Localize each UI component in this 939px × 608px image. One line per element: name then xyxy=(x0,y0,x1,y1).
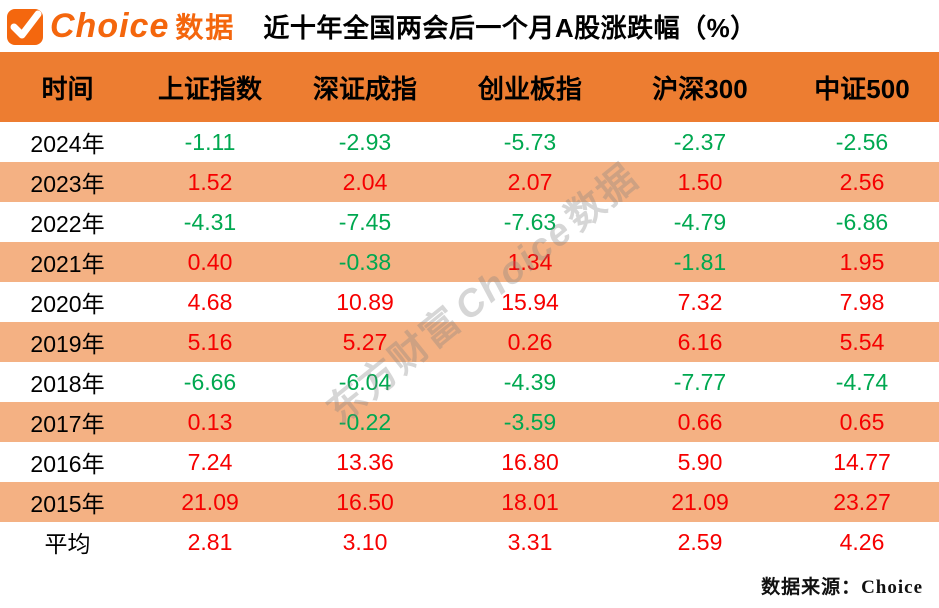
value-cell: 2.56 xyxy=(839,168,885,195)
value-cell: 2.59 xyxy=(677,528,723,555)
table-row: 2024年 -1.11 -2.93 -5.73 -2.37 -2.56 xyxy=(0,122,939,162)
table-row: 平均 2.81 3.10 3.31 2.59 4.26 xyxy=(0,522,939,562)
table-row: 2015年 21.09 16.50 18.01 21.09 23.27 xyxy=(0,482,939,522)
value-cell: 21.09 xyxy=(671,488,729,515)
value-cell: 23.27 xyxy=(833,488,891,515)
value-cell: 4.68 xyxy=(187,288,233,315)
value-cell: 5.54 xyxy=(839,328,885,355)
year-cell: 2024年 xyxy=(30,131,105,157)
value-cell: -6.04 xyxy=(338,368,392,395)
header-cell-2: 深证成指 xyxy=(312,73,417,104)
data-source-note: 数据来源：Choice xyxy=(761,577,923,598)
brand-name: Choice xyxy=(50,6,170,45)
brand-suffix: 数据 xyxy=(175,12,236,43)
value-cell: -7.45 xyxy=(338,208,392,235)
value-cell: 15.94 xyxy=(501,288,559,315)
year-cell: 2021年 xyxy=(30,251,105,277)
value-cell: 0.26 xyxy=(507,328,553,355)
value-cell: -4.31 xyxy=(183,208,237,235)
value-cell: -2.37 xyxy=(673,128,727,155)
value-cell: 2.81 xyxy=(187,528,233,555)
value-cell: -3.59 xyxy=(503,408,557,435)
value-cell: 3.10 xyxy=(342,528,388,555)
table-row: 2017年 0.13 -0.22 -3.59 0.66 0.65 xyxy=(0,402,939,442)
value-cell: 2.07 xyxy=(507,168,553,195)
value-cell: 7.24 xyxy=(187,448,233,475)
value-cell: -4.79 xyxy=(673,208,727,235)
value-cell: 18.01 xyxy=(501,488,559,515)
table-row: 2016年 7.24 13.36 16.80 5.90 14.77 xyxy=(0,442,939,482)
year-cell: 2019年 xyxy=(30,331,105,357)
value-cell: 4.26 xyxy=(839,528,885,555)
value-cell: 7.32 xyxy=(677,288,723,315)
table-row: 2020年 4.68 10.89 15.94 7.32 7.98 xyxy=(0,282,939,322)
value-cell: 1.52 xyxy=(187,168,233,195)
value-cell: -7.77 xyxy=(673,368,727,395)
header-cell-0: 时间 xyxy=(41,73,94,104)
table-body: 2024年 -1.11 -2.93 -5.73 -2.37 -2.56 2023年 1.52 2… xyxy=(0,122,939,562)
value-cell: -1.81 xyxy=(673,248,727,275)
header: Choice 数据 近十年全国两会后一个月A股涨跌幅（%） xyxy=(0,0,939,52)
value-cell: 0.40 xyxy=(187,248,233,275)
data-table: 时间 上证指数 深证成指 创业板指 沪深300 中证500 2024年 -1.11 -2.93… xyxy=(0,52,939,562)
value-cell: -5.73 xyxy=(503,128,557,155)
table-row: 2023年 1.52 2.04 2.07 1.50 2.56 xyxy=(0,162,939,202)
value-cell: -2.56 xyxy=(835,128,889,155)
year-cell: 2018年 xyxy=(30,371,105,397)
choice-check-icon xyxy=(6,6,46,46)
value-cell: -0.38 xyxy=(338,248,392,275)
value-cell: 0.65 xyxy=(839,408,885,435)
value-cell: 13.36 xyxy=(336,448,394,475)
year-cell: 平均 xyxy=(44,531,91,557)
table-row: 2019年 5.16 5.27 0.26 6.16 5.54 xyxy=(0,322,939,362)
value-cell: 0.66 xyxy=(677,408,723,435)
value-cell: 2.04 xyxy=(342,168,388,195)
value-cell: -1.11 xyxy=(184,128,236,155)
value-cell: 14.77 xyxy=(833,448,891,475)
value-cell: 5.90 xyxy=(677,448,723,475)
table-row: 2022年 -4.31 -7.45 -7.63 -4.79 -6.86 xyxy=(0,202,939,242)
value-cell: 1.95 xyxy=(839,248,885,275)
value-cell: 1.34 xyxy=(507,248,553,275)
year-cell: 2020年 xyxy=(30,291,105,317)
value-cell: -0.22 xyxy=(338,408,392,435)
value-cell: -7.63 xyxy=(503,208,557,235)
value-cell: 1.50 xyxy=(677,168,723,195)
brand-logo: Choice 数据 xyxy=(6,6,235,46)
value-cell: -4.74 xyxy=(835,368,889,395)
value-cell: 0.13 xyxy=(187,408,233,435)
header-cell-3: 创业板指 xyxy=(477,73,582,104)
value-cell: -6.66 xyxy=(183,368,237,395)
year-cell: 2023年 xyxy=(30,171,105,197)
value-cell: 5.27 xyxy=(342,328,388,355)
value-cell: 3.31 xyxy=(507,528,553,555)
value-cell: 5.16 xyxy=(187,328,233,355)
value-cell: 7.98 xyxy=(839,288,885,315)
year-cell: 2017年 xyxy=(30,411,105,437)
table-row: 2021年 0.40 -0.38 1.34 -1.81 1.95 xyxy=(0,242,939,282)
year-cell: 2015年 xyxy=(30,491,105,517)
value-cell: 16.50 xyxy=(336,488,394,515)
table-header-row: 时间 上证指数 深证成指 创业板指 沪深300 中证500 xyxy=(0,52,939,122)
page-title: 近十年全国两会后一个月A股涨跌幅（%） xyxy=(263,12,757,43)
header-cell-1: 上证指数 xyxy=(157,73,262,104)
value-cell: 21.09 xyxy=(181,488,239,515)
table-row: 2018年 -6.66 -6.04 -4.39 -7.77 -4.74 xyxy=(0,362,939,402)
value-cell: 6.16 xyxy=(677,328,723,355)
header-cell-4: 沪深300 xyxy=(652,73,748,104)
value-cell: -4.39 xyxy=(503,368,557,395)
value-cell: 10.89 xyxy=(336,288,394,315)
year-cell: 2022年 xyxy=(30,211,105,237)
header-cell-5: 中证500 xyxy=(814,73,910,104)
value-cell: 16.80 xyxy=(501,448,559,475)
value-cell: -2.93 xyxy=(338,128,392,155)
value-cell: -6.86 xyxy=(835,208,889,235)
year-cell: 2016年 xyxy=(30,451,105,477)
